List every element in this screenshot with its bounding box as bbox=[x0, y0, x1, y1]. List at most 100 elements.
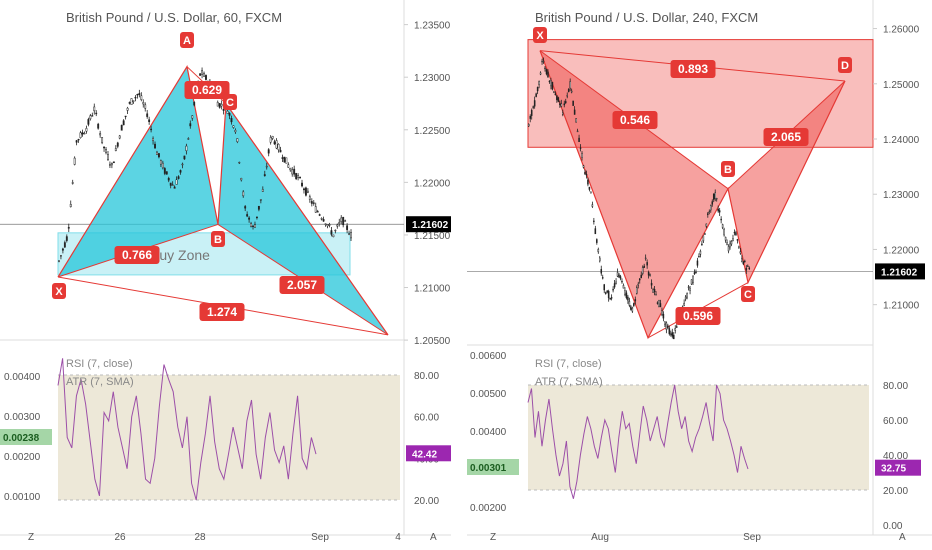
candle-body bbox=[636, 287, 638, 294]
candle-body bbox=[567, 89, 570, 93]
candle-body bbox=[316, 211, 319, 213]
candle-body bbox=[578, 137, 580, 142]
candle-body bbox=[99, 133, 102, 136]
pattern-point-label: B bbox=[214, 234, 222, 246]
ratio-value: 2.065 bbox=[771, 130, 801, 144]
candle-body bbox=[667, 325, 669, 329]
timezone-button[interactable]: Z bbox=[28, 532, 34, 543]
candle-body bbox=[69, 204, 72, 208]
ratio-badge bbox=[199, 303, 245, 321]
candle-body bbox=[597, 248, 600, 253]
candle-body bbox=[658, 299, 660, 307]
candle-body bbox=[563, 103, 566, 106]
candle-body bbox=[687, 286, 690, 288]
candle-body bbox=[576, 130, 579, 133]
atr-tick-label: 0.00100 bbox=[4, 492, 41, 503]
candle-body bbox=[726, 242, 728, 245]
candle-body bbox=[79, 132, 82, 139]
candle-body bbox=[256, 216, 258, 219]
candle-body bbox=[547, 71, 549, 78]
candle-body bbox=[643, 265, 645, 268]
candle-body bbox=[310, 201, 313, 204]
candle-body bbox=[644, 257, 647, 260]
candle-body bbox=[350, 231, 352, 239]
candle-body bbox=[179, 170, 182, 173]
candle-body bbox=[244, 206, 247, 209]
candle-body bbox=[71, 182, 74, 184]
candle-body bbox=[342, 216, 345, 226]
candle-body bbox=[630, 306, 632, 310]
candle-body bbox=[579, 147, 582, 149]
timezone-button[interactable]: Z bbox=[490, 532, 496, 543]
candle-body bbox=[744, 260, 746, 263]
last-price-value: 1.21602 bbox=[412, 220, 449, 231]
candle-body bbox=[727, 246, 730, 252]
auto-scale-button[interactable]: A bbox=[430, 532, 437, 543]
ratio-badge bbox=[184, 81, 230, 99]
candle-body bbox=[240, 177, 243, 181]
candle-body bbox=[627, 296, 629, 301]
ratio-badge bbox=[279, 276, 325, 294]
candle-body bbox=[591, 204, 594, 207]
candle-body bbox=[246, 214, 249, 217]
rsi-line bbox=[527, 384, 749, 499]
candle-body bbox=[575, 118, 577, 123]
candle-body bbox=[699, 250, 702, 255]
candle-body bbox=[653, 289, 656, 292]
time-tick-label: Sep bbox=[311, 532, 329, 543]
candle-body bbox=[271, 135, 274, 139]
candle-body bbox=[61, 248, 64, 251]
candle-body bbox=[148, 119, 151, 123]
price-tick-label: 1.22000 bbox=[414, 178, 451, 189]
candle-body bbox=[185, 145, 188, 151]
candle-body bbox=[285, 157, 288, 164]
pattern-point-badge bbox=[52, 283, 66, 299]
candle-body bbox=[97, 123, 100, 129]
candle-body bbox=[201, 70, 203, 75]
candle-body bbox=[228, 113, 231, 116]
ratio-value: 1.274 bbox=[207, 305, 237, 319]
atr-legend: ATR (7, SMA) bbox=[66, 376, 134, 388]
candle-body bbox=[103, 146, 105, 149]
candle-body bbox=[601, 277, 604, 279]
rsi-value: 42.42 bbox=[412, 449, 437, 460]
candle-body bbox=[701, 243, 703, 246]
candle-body bbox=[618, 274, 620, 278]
candle-body bbox=[273, 141, 276, 145]
price-tick-label: 1.22500 bbox=[414, 126, 451, 137]
candle-body bbox=[134, 97, 137, 99]
auto-scale-button[interactable]: A bbox=[899, 532, 906, 543]
candle-body bbox=[93, 106, 96, 112]
candle-body bbox=[226, 110, 229, 114]
candle-body bbox=[724, 236, 727, 241]
candle-body bbox=[218, 103, 221, 108]
candle-body bbox=[242, 191, 245, 197]
candle-body bbox=[314, 206, 317, 213]
pattern-leg-xab bbox=[58, 66, 218, 278]
candle-body bbox=[295, 173, 298, 180]
candle-body bbox=[729, 243, 731, 248]
candle-body bbox=[606, 290, 608, 293]
rsi-tick-label: 20.00 bbox=[414, 496, 439, 507]
candle-body bbox=[109, 163, 111, 166]
candle-body bbox=[232, 125, 235, 128]
last-price-value: 1.21602 bbox=[881, 267, 918, 278]
candle-body bbox=[122, 120, 125, 126]
candle-body bbox=[163, 168, 166, 174]
candle-body bbox=[593, 220, 595, 222]
candle-body bbox=[621, 280, 623, 283]
candle-body bbox=[328, 224, 331, 226]
candle-body bbox=[610, 297, 613, 299]
chart-4h[interactable]: 0.546 0.893 2.065 0.596 X B C D British Pound /… bbox=[467, 0, 925, 543]
candle-body bbox=[572, 100, 574, 106]
candle-body bbox=[634, 299, 637, 302]
candle-body bbox=[297, 175, 300, 178]
candle-body bbox=[326, 224, 329, 227]
candle-body bbox=[324, 223, 327, 225]
candle-body bbox=[169, 182, 172, 186]
pattern-point-label: C bbox=[744, 289, 752, 301]
rsi-tick-label: 80.00 bbox=[883, 381, 908, 392]
candle-body bbox=[299, 177, 301, 179]
